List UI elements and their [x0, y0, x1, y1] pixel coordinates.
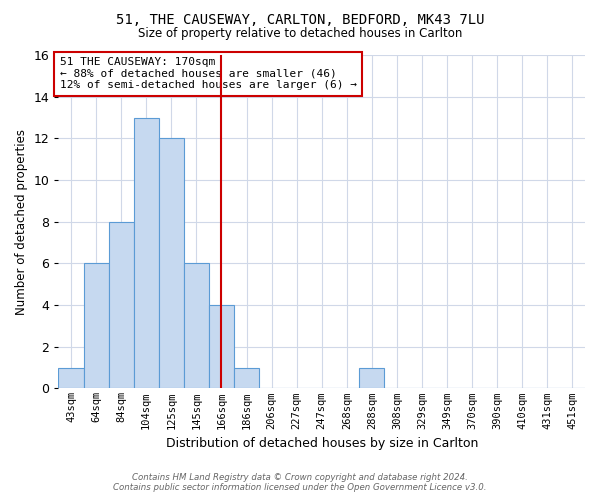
Text: 51, THE CAUSEWAY, CARLTON, BEDFORD, MK43 7LU: 51, THE CAUSEWAY, CARLTON, BEDFORD, MK43… [116, 12, 484, 26]
Bar [184, 264, 209, 388]
Y-axis label: Number of detached properties: Number of detached properties [15, 128, 28, 314]
Bar [109, 222, 134, 388]
Bar [159, 138, 184, 388]
Bar [58, 368, 83, 388]
Bar [134, 118, 159, 388]
Bar [209, 305, 234, 388]
Text: Size of property relative to detached houses in Carlton: Size of property relative to detached ho… [138, 28, 462, 40]
Text: Contains HM Land Registry data © Crown copyright and database right 2024.
Contai: Contains HM Land Registry data © Crown c… [113, 473, 487, 492]
Bar [234, 368, 259, 388]
X-axis label: Distribution of detached houses by size in Carlton: Distribution of detached houses by size … [166, 437, 478, 450]
Bar [359, 368, 385, 388]
Bar [83, 264, 109, 388]
Text: 51 THE CAUSEWAY: 170sqm
← 88% of detached houses are smaller (46)
12% of semi-de: 51 THE CAUSEWAY: 170sqm ← 88% of detache… [60, 57, 357, 90]
